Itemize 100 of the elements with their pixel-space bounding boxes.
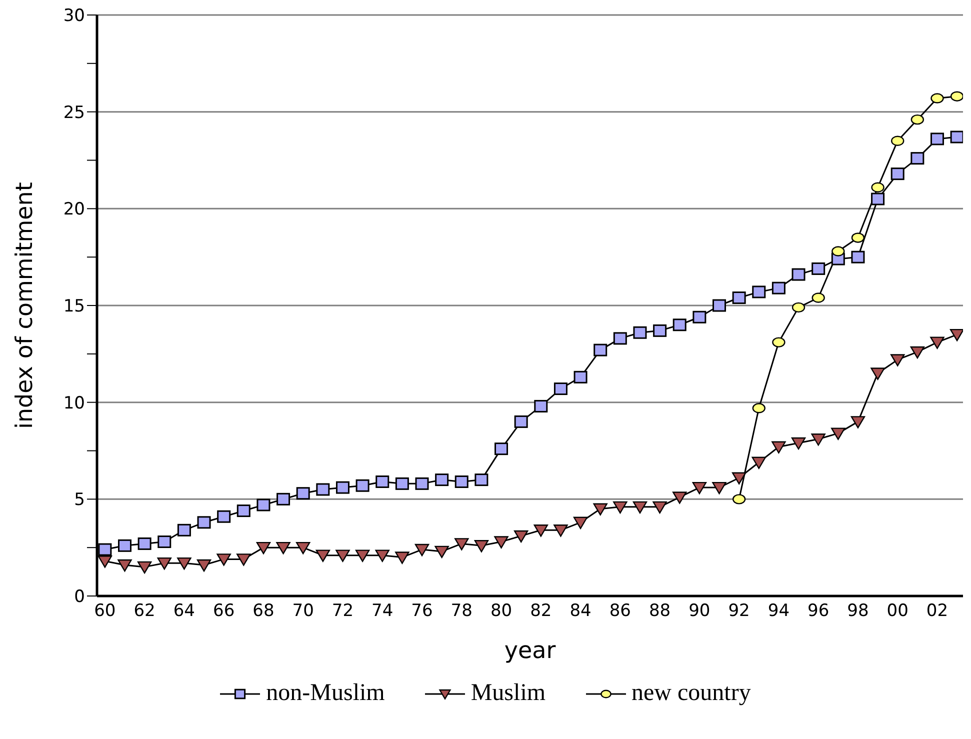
point xyxy=(236,554,251,566)
point xyxy=(177,557,192,570)
point xyxy=(871,192,885,206)
point xyxy=(296,542,310,554)
point xyxy=(930,336,944,349)
point xyxy=(514,415,528,428)
x-tick-label: 96 xyxy=(808,601,830,622)
point xyxy=(276,492,290,506)
point xyxy=(434,546,449,558)
x-tick-label: 84 xyxy=(570,601,592,622)
y-tick-label: 20 xyxy=(63,200,85,220)
point xyxy=(652,501,667,514)
point xyxy=(752,286,766,298)
legend-label: new country xyxy=(632,680,751,707)
point xyxy=(653,324,667,337)
point xyxy=(632,501,648,514)
point xyxy=(118,559,132,572)
point xyxy=(871,182,884,192)
point xyxy=(851,232,865,243)
point xyxy=(395,552,410,564)
point xyxy=(851,250,865,264)
point xyxy=(930,93,944,104)
point xyxy=(375,550,390,562)
point xyxy=(831,428,846,440)
point xyxy=(672,492,687,504)
x-tick-label: 72 xyxy=(332,601,354,622)
x-tick-label: 92 xyxy=(728,601,750,622)
x-tick-label: 98 xyxy=(847,601,869,622)
x-tick-label: 78 xyxy=(450,601,472,622)
point xyxy=(792,268,806,281)
x-tick-label: 62 xyxy=(134,601,156,622)
legend-label: non-Muslim xyxy=(266,680,385,707)
x-tick-label: 02 xyxy=(926,601,948,622)
x-tick-label: 86 xyxy=(609,601,631,622)
x-tick-label: 66 xyxy=(213,601,235,622)
point xyxy=(98,543,112,556)
point xyxy=(832,246,845,256)
point xyxy=(454,475,468,488)
point xyxy=(474,540,489,552)
x-tick-label: 88 xyxy=(648,601,671,622)
point xyxy=(395,477,409,490)
point xyxy=(415,477,429,490)
x-tick-label: 94 xyxy=(768,601,790,622)
point xyxy=(514,530,528,543)
point xyxy=(812,292,825,303)
point xyxy=(256,498,270,512)
point xyxy=(534,400,548,412)
point xyxy=(98,556,112,568)
point xyxy=(594,344,608,356)
x-tick-label: 00 xyxy=(886,601,908,622)
point xyxy=(712,299,726,312)
point xyxy=(356,479,370,492)
y-axis-title: index of commitment xyxy=(12,182,38,429)
y-tick-label: 25 xyxy=(63,102,85,123)
point xyxy=(792,302,806,313)
point xyxy=(574,370,588,384)
point xyxy=(276,542,290,554)
x-tick-label: 82 xyxy=(530,601,552,622)
point xyxy=(950,91,963,102)
point xyxy=(554,382,568,396)
point xyxy=(494,442,508,456)
point xyxy=(692,482,707,494)
point xyxy=(930,132,944,146)
legend-label: Muslim xyxy=(470,680,546,707)
point xyxy=(613,501,628,514)
point xyxy=(910,152,924,165)
point xyxy=(752,403,766,414)
y-tick-label: 30 xyxy=(63,6,85,26)
point xyxy=(177,524,191,536)
point xyxy=(296,487,310,500)
point xyxy=(811,434,826,446)
point xyxy=(950,130,963,144)
x-tick-label: 76 xyxy=(411,601,433,622)
y-tick-label: 0 xyxy=(74,587,85,607)
point xyxy=(454,538,469,550)
point xyxy=(376,475,390,488)
point xyxy=(554,524,568,537)
y-tick-label: 5 xyxy=(74,490,85,510)
point xyxy=(772,282,786,294)
point xyxy=(534,524,548,537)
x-axis-title: year xyxy=(504,638,556,664)
point xyxy=(732,472,746,484)
point xyxy=(891,136,904,146)
point xyxy=(752,456,766,469)
point xyxy=(890,354,905,366)
point xyxy=(355,550,370,562)
point xyxy=(890,168,904,180)
point xyxy=(573,516,588,530)
point xyxy=(613,332,627,345)
y-tick-label: 10 xyxy=(63,393,85,414)
point xyxy=(812,262,826,275)
point xyxy=(216,554,231,566)
x-tick-label: 70 xyxy=(292,601,314,622)
point xyxy=(850,416,866,428)
x-tick-label: 60 xyxy=(94,601,116,622)
x-tick-label: 74 xyxy=(372,601,394,622)
point xyxy=(236,504,250,518)
point xyxy=(593,503,608,516)
point xyxy=(772,441,786,454)
point xyxy=(196,559,212,572)
